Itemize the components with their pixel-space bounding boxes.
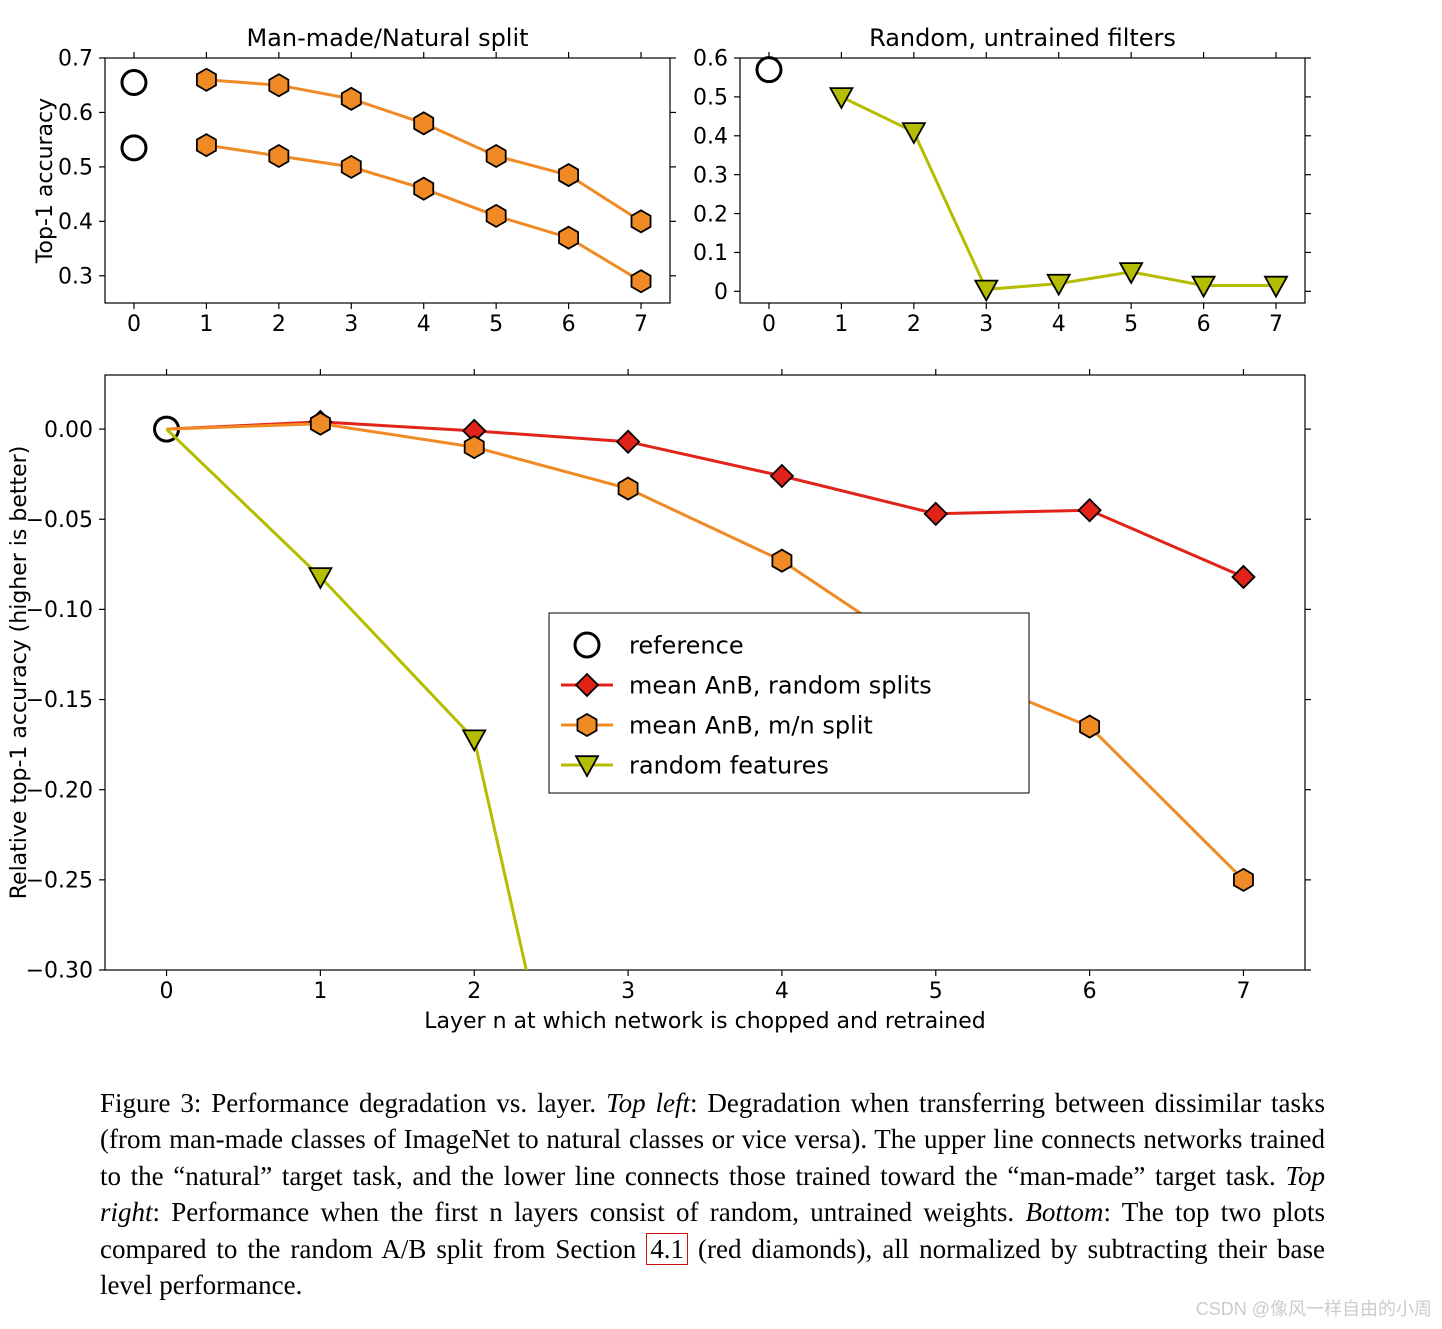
svg-text:Random, untrained filters: Random, untrained filters <box>869 24 1176 52</box>
svg-text:mean AnB, random splits: mean AnB, random splits <box>629 671 932 699</box>
svg-text:random features: random features <box>629 751 829 779</box>
svg-text:mean AnB, m/n split: mean AnB, m/n split <box>629 711 873 739</box>
svg-text:−0.20: −0.20 <box>26 778 93 803</box>
svg-text:0.00: 0.00 <box>44 418 93 443</box>
caption-tr-text: : Performance when the first n layers co… <box>153 1197 1026 1227</box>
svg-text:7: 7 <box>1269 312 1283 337</box>
svg-text:Layer n at which network is ch: Layer n at which network is chopped and … <box>424 1009 985 1034</box>
svg-text:0.5: 0.5 <box>58 156 93 181</box>
chart-top-left: 012345670.30.40.50.60.7Man-made/Natural … <box>105 58 670 303</box>
svg-text:1: 1 <box>199 312 213 337</box>
svg-text:2: 2 <box>907 312 921 337</box>
svg-text:1: 1 <box>834 312 848 337</box>
svg-text:0: 0 <box>714 280 728 305</box>
svg-text:Relative top-1 accuracy (highe: Relative top-1 accuracy (higher is bette… <box>7 446 32 900</box>
svg-text:−0.30: −0.30 <box>26 959 93 984</box>
svg-text:0.3: 0.3 <box>58 264 93 289</box>
svg-text:6: 6 <box>1197 312 1211 337</box>
svg-text:0.3: 0.3 <box>693 163 728 188</box>
svg-text:0.1: 0.1 <box>693 241 728 266</box>
svg-text:−0.15: −0.15 <box>26 688 93 713</box>
svg-text:5: 5 <box>489 312 503 337</box>
svg-text:1: 1 <box>313 979 327 1004</box>
svg-text:4: 4 <box>417 312 431 337</box>
svg-text:Man-made/Natural split: Man-made/Natural split <box>246 24 528 52</box>
svg-text:6: 6 <box>562 312 576 337</box>
svg-text:−0.05: −0.05 <box>26 508 93 533</box>
svg-text:5: 5 <box>1124 312 1138 337</box>
svg-text:−0.10: −0.10 <box>26 598 93 623</box>
chart-bottom: 01234567−0.30−0.25−0.20−0.15−0.10−0.050.… <box>105 375 1305 970</box>
svg-text:2: 2 <box>467 979 481 1004</box>
svg-text:0.7: 0.7 <box>58 47 93 72</box>
svg-text:0.6: 0.6 <box>693 47 728 72</box>
svg-text:4: 4 <box>1052 312 1066 337</box>
svg-text:Top-1 accuracy: Top-1 accuracy <box>33 98 58 264</box>
svg-text:4: 4 <box>775 979 789 1004</box>
svg-text:6: 6 <box>1083 979 1097 1004</box>
svg-text:0: 0 <box>127 312 141 337</box>
svg-text:0.4: 0.4 <box>693 124 728 149</box>
chart-top-right: 0123456700.10.20.30.40.50.6Random, untra… <box>740 58 1305 303</box>
caption-prefix: Figure 3: Performance degradation vs. la… <box>100 1088 606 1118</box>
svg-text:7: 7 <box>634 312 648 337</box>
svg-text:3: 3 <box>621 979 635 1004</box>
svg-text:2: 2 <box>272 312 286 337</box>
svg-text:0.5: 0.5 <box>693 86 728 111</box>
svg-text:−0.25: −0.25 <box>26 869 93 894</box>
svg-text:0.4: 0.4 <box>58 210 93 235</box>
svg-text:3: 3 <box>344 312 358 337</box>
watermark-text: CSDN @像风一样自由的小周 <box>1196 1295 1432 1321</box>
svg-text:5: 5 <box>929 979 943 1004</box>
caption-bot-label: Bottom <box>1025 1197 1103 1227</box>
svg-text:reference: reference <box>629 631 744 659</box>
figure-caption: Figure 3: Performance degradation vs. la… <box>100 1085 1325 1304</box>
caption-section-ref: 4.1 <box>646 1233 688 1265</box>
svg-text:0: 0 <box>762 312 776 337</box>
svg-text:0.6: 0.6 <box>58 101 93 126</box>
charts-area: 0 1 2 3 4 5 6 7 0.3 0.4 0.5 0.6 0.7 Man-made/Natural … <box>0 0 1442 1080</box>
svg-text:7: 7 <box>1236 979 1250 1004</box>
svg-text:0.2: 0.2 <box>693 202 728 227</box>
svg-text:3: 3 <box>979 312 993 337</box>
svg-text:0: 0 <box>160 979 174 1004</box>
caption-tl-label: Top left <box>606 1088 690 1118</box>
page: 0 1 2 3 4 5 6 7 0.3 0.4 0.5 0.6 0.7 Man-made/Natural … <box>0 0 1442 1080</box>
